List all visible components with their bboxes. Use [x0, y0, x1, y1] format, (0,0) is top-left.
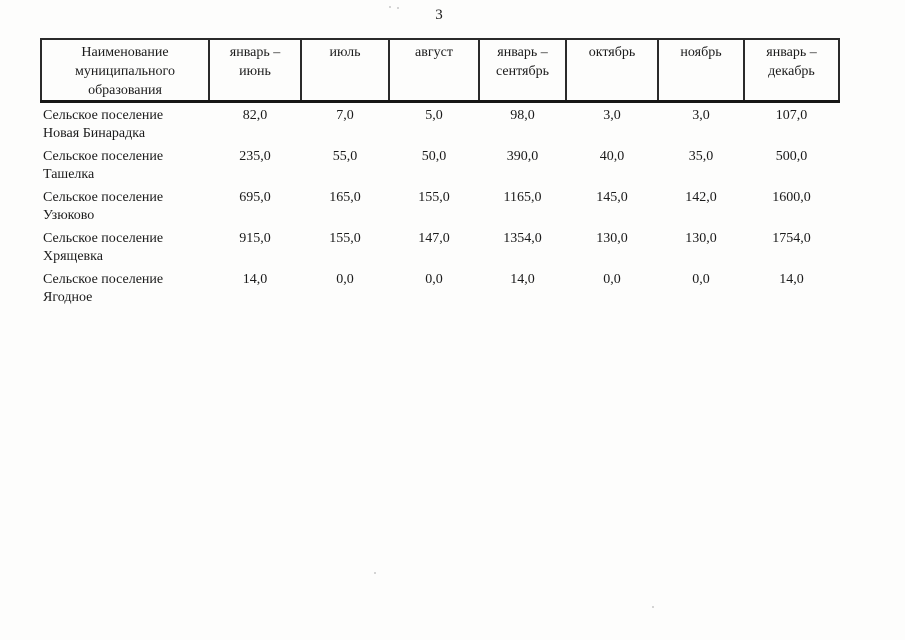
- value-cell: 147,0: [418, 231, 450, 246]
- header-municipality-name: Наименование муниципального образования: [40, 38, 210, 103]
- value-cell: 165,0: [329, 190, 361, 205]
- header-november: ноябрь: [657, 38, 745, 103]
- scan-speck: [389, 6, 391, 8]
- value-cell: 7,0: [336, 108, 354, 123]
- value-cell: 14,0: [510, 272, 535, 287]
- header-january-september: январь – сентябрь: [478, 38, 567, 103]
- table-row: Сельское поселение Новая Бинарадка 82,0 7,…: [41, 102, 839, 145]
- value-cell: 915,0: [239, 231, 271, 246]
- value-cell: 390,0: [506, 149, 539, 164]
- municipality-name: Сельское поселение Хрящевка: [43, 231, 164, 264]
- value-cell: 155,0: [418, 190, 450, 205]
- value-cell: 14,0: [779, 272, 804, 287]
- municipality-name: Сельское поселение Ташелка: [43, 149, 164, 182]
- value-cell: 1354,0: [503, 231, 542, 246]
- scan-speck: [374, 572, 376, 574]
- value-cell: 50,0: [421, 149, 447, 164]
- value-cell: 695,0: [239, 190, 271, 205]
- value-cell: 0,0: [425, 272, 443, 287]
- table-row: Сельское поселение Ягодное 14,0 0,0 0,0 14,0…: [41, 267, 839, 308]
- table-row: Сельское поселение Ташелка 235,0 55,0 50,0 3…: [41, 144, 839, 185]
- value-cell: 1165,0: [503, 190, 542, 205]
- value-cell: 0,0: [336, 272, 354, 287]
- value-cell: 82,0: [242, 108, 268, 123]
- table-row: Сельское поселение Хрящевка 915,0 155,0 147…: [41, 226, 839, 267]
- table-body: Сельское поселение Новая Бинарадка 82,0 7,…: [41, 102, 839, 309]
- value-cell: 1600,0: [772, 190, 811, 205]
- value-cell: 35,0: [688, 149, 714, 164]
- header-july: июль: [300, 38, 390, 103]
- header-row: Наименование муниципального образования …: [40, 38, 840, 103]
- header-august: август: [388, 38, 480, 103]
- header-january-june: январь – июнь: [208, 38, 302, 103]
- header-january-december: январь – декабрь: [743, 38, 840, 103]
- value-cell: 142,0: [685, 190, 717, 205]
- table-row: Сельское поселение Узюково 695,0 165,0 155,…: [41, 185, 839, 226]
- value-cell: 98,0: [510, 108, 535, 123]
- value-cell: 0,0: [603, 272, 621, 287]
- municipality-name: Сельское поселение Новая Бинарадка: [43, 108, 164, 141]
- value-cell: 107,0: [775, 108, 808, 123]
- value-cell: 5,0: [425, 108, 443, 123]
- value-cell: 130,0: [596, 231, 628, 246]
- value-cell: 55,0: [332, 149, 358, 164]
- table-header: Наименование муниципального образования …: [40, 38, 840, 103]
- municipality-name: Сельское поселение Ягодное: [43, 272, 164, 305]
- value-cell: 1754,0: [772, 231, 811, 246]
- header-october: октябрь: [565, 38, 659, 103]
- value-cell: 235,0: [239, 149, 271, 164]
- value-cell: 145,0: [596, 190, 628, 205]
- municipality-name: Сельское поселение Узюково: [43, 190, 164, 223]
- scan-speck: [652, 606, 654, 608]
- value-cell: 155,0: [329, 231, 361, 246]
- value-cell: 500,0: [775, 149, 808, 164]
- scan-speck: [397, 7, 399, 9]
- page-number: 3: [435, 7, 443, 23]
- value-cell: 3,0: [603, 108, 621, 123]
- value-cell: 3,0: [692, 108, 710, 123]
- value-cell: 40,0: [599, 149, 625, 164]
- value-cell: 14,0: [242, 272, 268, 287]
- report-table: Наименование муниципального образования …: [40, 38, 840, 308]
- value-cell: 130,0: [685, 231, 717, 246]
- value-cell: 0,0: [692, 272, 710, 287]
